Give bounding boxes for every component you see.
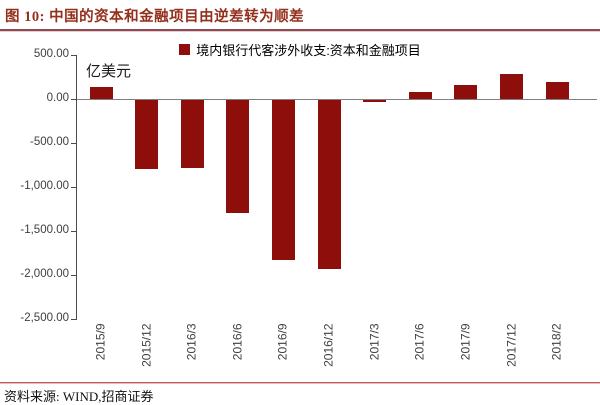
legend-label: 境内银行代客涉外收支:资本和金融项目 <box>196 43 421 58</box>
bar-2016-3 <box>180 100 204 168</box>
x-category-label: 2016/3 <box>184 323 199 361</box>
y-tick-mark <box>71 54 76 56</box>
x-category-label: 2017/3 <box>367 323 382 361</box>
y-tick-label: -500.00 <box>29 136 69 148</box>
bar-2016-12 <box>317 100 341 269</box>
x-category-label: 2017/6 <box>412 323 427 361</box>
chart-legend: 境内银行代客涉外收支:资本和金融项目 <box>0 40 600 59</box>
x-axis-line <box>77 98 597 100</box>
y-tick-label: 500.00 <box>33 48 69 60</box>
y-tick-label: -2,000.00 <box>20 268 69 280</box>
x-category-label: 2016/12 <box>321 323 336 367</box>
x-category-label: 2015/9 <box>93 323 108 361</box>
y-tick-label: -1,000.00 <box>20 180 69 192</box>
bar-2017-12 <box>500 73 524 99</box>
bar-2018-2 <box>545 82 569 99</box>
x-category-label: 2017/12 <box>504 323 519 367</box>
y-axis-line <box>76 55 77 320</box>
x-category-label: 2016/6 <box>230 323 245 361</box>
bar-2017-3 <box>363 100 387 103</box>
legend-swatch-icon <box>179 44 191 55</box>
x-category-label: 2015/12 <box>139 323 154 367</box>
x-category-label: 2017/9 <box>458 323 473 361</box>
y-tick-label: -1,500.00 <box>20 224 69 236</box>
x-category-label: 2016/9 <box>275 323 290 361</box>
source-note: 资料来源: WIND,招商证券 <box>4 389 154 404</box>
y-tick-mark <box>71 274 76 276</box>
y-tick-mark <box>71 142 76 144</box>
y-tick-mark <box>71 98 76 100</box>
figure-title: 图 10: 中国的资本和金融项目由逆差转为顺差 <box>5 9 305 25</box>
bar-2015-12 <box>135 100 159 170</box>
x-category-label: 2018/2 <box>549 323 564 361</box>
bar-2017-9 <box>454 85 478 99</box>
y-tick-mark <box>71 230 76 232</box>
bar-2015-9 <box>89 86 113 99</box>
bar-2016-9 <box>271 100 295 261</box>
title-divider <box>0 29 600 32</box>
footer-divider <box>0 382 600 383</box>
y-tick-mark <box>71 318 76 320</box>
y-axis-unit-label: 亿美元 <box>86 63 132 80</box>
bar-2017-6 <box>408 91 432 99</box>
y-tick-mark <box>71 186 76 188</box>
bar-2016-6 <box>226 100 250 214</box>
y-tick-label: 0.00 <box>46 92 69 104</box>
y-tick-label: -2,500.00 <box>20 312 69 324</box>
